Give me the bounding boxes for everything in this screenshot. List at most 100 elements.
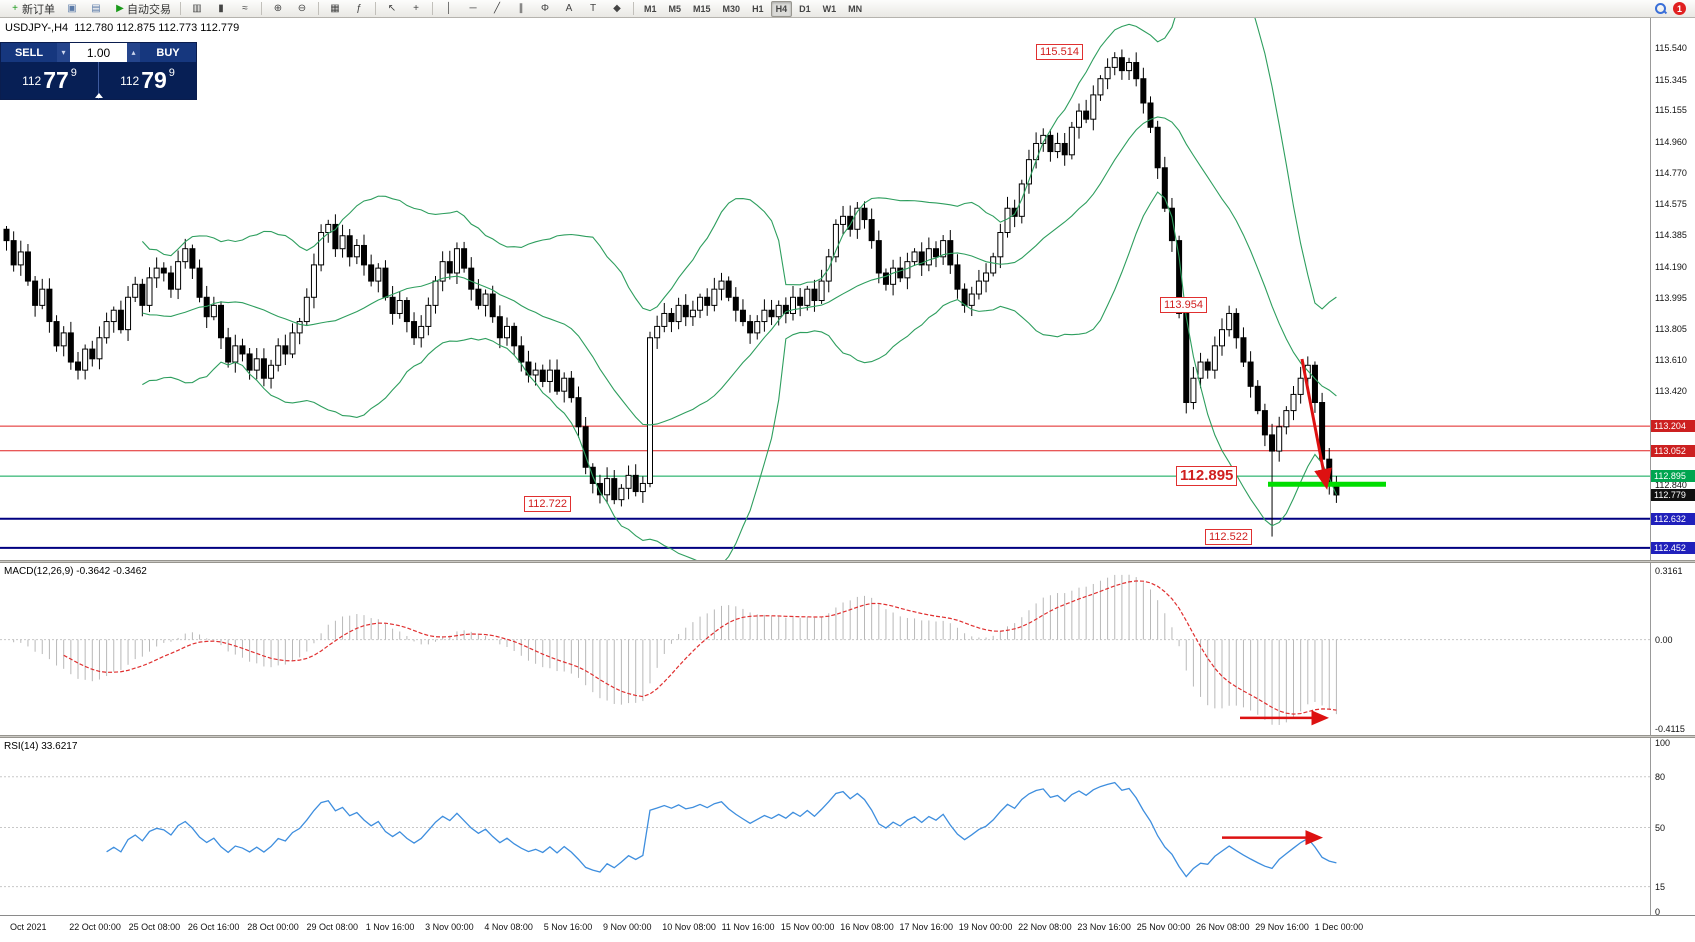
text-icon: A xyxy=(565,2,573,14)
trendline-icon[interactable]: ╱ xyxy=(486,1,508,17)
macd-scale-label: 0.00 xyxy=(1655,634,1673,645)
macd-canvas[interactable] xyxy=(0,563,1650,735)
crosshair-icon: + xyxy=(413,2,419,14)
bar-chart-icon: ▥ xyxy=(192,2,202,14)
time-label: 28 Oct 00:00 xyxy=(247,922,299,932)
time-axis[interactable]: Oct 2021 22 Oct 00:00 25 Oct 08:00 26 Oct 1… xyxy=(0,915,1695,942)
candlestick-icon: ▮ xyxy=(218,2,224,14)
horizontal-line-icon: ─ xyxy=(469,2,477,14)
time-label: 3 Nov 00:00 xyxy=(425,922,474,932)
zoom-in-icon[interactable]: ⊕ xyxy=(267,1,289,17)
price-tick: 115.540 xyxy=(1655,42,1687,53)
tile-windows-icon: ▦ xyxy=(330,2,340,14)
new-order-icon: + xyxy=(12,2,18,14)
toolbar: + 新订单 ▣ ▤ ▶ 自动交易 ▥ ▮ ≈ ⊕ ⊖ ▦ ƒ ↖ + │ ─ ╱ ∥ Φ A T ◆ M1 M5 M15 M30 H1… xyxy=(0,0,1695,18)
timeframe-h4-button[interactable]: H4 xyxy=(770,0,793,17)
panel-splitter[interactable] xyxy=(0,735,1695,738)
price-annotation[interactable]: 113.954 xyxy=(1160,296,1207,313)
price-tick: 113.995 xyxy=(1655,293,1687,304)
cursor-icon[interactable]: ↖ xyxy=(381,1,403,17)
rsi-scale-label: 15 xyxy=(1655,881,1666,892)
rsi-scale[interactable]: 100 80 50 15 0 xyxy=(1650,738,1695,915)
timeframe-mn-button[interactable]: MN xyxy=(848,3,863,14)
toolbar-separator xyxy=(318,2,319,15)
time-label: 19 Nov 00:00 xyxy=(958,922,1013,932)
toolbar-separator xyxy=(375,2,376,15)
time-label: 5 Nov 16:00 xyxy=(543,922,593,932)
price-axis[interactable]: 115.540 115.345 115.155 114.960 114.770 114.5… xyxy=(1650,18,1695,560)
search-icon[interactable] xyxy=(1654,2,1667,15)
indicators-icon: ƒ xyxy=(356,2,362,14)
time-label: 9 Nov 00:00 xyxy=(603,922,652,932)
crosshair-icon[interactable]: + xyxy=(405,1,427,17)
timeframe-m15-button[interactable]: M15 xyxy=(693,3,711,14)
shapes-icon[interactable]: ◆ xyxy=(606,1,628,17)
price-annotation[interactable]: 112.895 xyxy=(1176,466,1238,487)
timeframe-d1-button[interactable]: D1 xyxy=(799,3,811,14)
text-icon[interactable]: A xyxy=(558,1,580,17)
candlestick-canvas[interactable] xyxy=(0,18,1650,560)
price-annotation[interactable]: 112.522 xyxy=(1205,528,1252,545)
buy-price-base: 112 xyxy=(120,73,140,88)
panel-splitter[interactable] xyxy=(0,560,1695,563)
chart-window-icon[interactable]: ▣ xyxy=(61,1,83,17)
price-tick: 114.385 xyxy=(1655,229,1687,240)
price-tick: 114.575 xyxy=(1655,199,1687,210)
tile-windows-icon[interactable]: ▦ xyxy=(324,1,346,17)
volume-increase-button[interactable]: ▴ xyxy=(127,43,140,62)
zoom-in-icon: ⊕ xyxy=(273,2,283,14)
candlestick-icon[interactable]: ▮ xyxy=(210,1,232,17)
rsi-panel[interactable]: RSI(14) 33.6217 xyxy=(0,738,1650,915)
sell-button[interactable]: SELL xyxy=(1,43,57,62)
indicators-icon[interactable]: ƒ xyxy=(348,1,370,17)
rsi-label: RSI(14) 33.6217 xyxy=(4,741,78,752)
toolbar-separator xyxy=(432,2,433,15)
new-order-button[interactable]: + 新订单 xyxy=(4,1,59,17)
toolbar-separator xyxy=(261,2,262,15)
buy-price[interactable]: 112 79 9 xyxy=(99,62,196,99)
macd-scale[interactable]: 0.3161 0.00 -0.4115 xyxy=(1650,563,1695,735)
timeframe-h1-button[interactable]: H1 xyxy=(752,3,764,14)
rsi-scale-label: 80 xyxy=(1655,771,1666,782)
time-label: 11 Nov 16:00 xyxy=(721,922,775,932)
zoom-out-icon[interactable]: ⊖ xyxy=(291,1,313,17)
price-tick: 114.770 xyxy=(1655,167,1687,178)
timeframe-m30-button[interactable]: M30 xyxy=(722,3,741,14)
fibonacci-icon[interactable]: Φ xyxy=(534,1,556,17)
notification-badge[interactable]: 1 xyxy=(1673,2,1686,15)
sell-price-sup: 9 xyxy=(70,67,77,79)
timeframe-m1-button[interactable]: M1 xyxy=(644,3,657,14)
label-icon: T xyxy=(589,2,597,14)
rsi-panel-row: RSI(14) 33.6217 100 80 50 15 0 xyxy=(0,738,1695,915)
volume-input[interactable] xyxy=(70,43,127,62)
line-chart-icon[interactable]: ≈ xyxy=(234,1,256,17)
timeframe-w1-button[interactable]: W1 xyxy=(822,3,837,14)
rsi-scale-label: 50 xyxy=(1655,822,1666,833)
time-label: 26 Nov 08:00 xyxy=(1196,922,1250,932)
horizontal-line-icon[interactable]: ─ xyxy=(462,1,484,17)
price-annotation[interactable]: 112.722 xyxy=(524,496,571,513)
auto-trading-button[interactable]: ▶ 自动交易 xyxy=(109,1,175,17)
volume-decrease-button[interactable]: ▾ xyxy=(57,43,70,62)
channel-icon[interactable]: ∥ xyxy=(510,1,532,17)
sell-price[interactable]: 112 77 9 xyxy=(1,62,98,99)
vertical-line-icon[interactable]: │ xyxy=(438,1,460,17)
bar-chart-icon[interactable]: ▥ xyxy=(186,1,208,17)
sell-price-base: 112 xyxy=(22,73,42,88)
time-label: Oct 2021 xyxy=(10,922,47,932)
price-tag: 112.632 xyxy=(1651,512,1695,525)
price-annotation[interactable]: 115.514 xyxy=(1036,44,1083,61)
label-icon[interactable]: T xyxy=(582,1,604,17)
macd-panel[interactable]: MACD(12,26,9) -0.3642 -0.3462 xyxy=(0,563,1650,735)
timeframe-m5-button[interactable]: M5 xyxy=(668,3,682,14)
buy-button[interactable]: BUY xyxy=(140,43,196,62)
rsi-canvas[interactable] xyxy=(0,738,1650,915)
main-chart[interactable]: USDJPY-,H4 112.780 112.875 112.773 112.7… xyxy=(0,18,1650,560)
time-label: 1 Nov 16:00 xyxy=(365,922,415,932)
macd-panel-row: MACD(12,26,9) -0.3642 -0.3462 0.3161 0.00… xyxy=(0,563,1695,735)
profiles-icon[interactable]: ▤ xyxy=(85,1,107,17)
time-label: 4 Nov 08:00 xyxy=(484,922,533,932)
shapes-icon: ◆ xyxy=(613,2,621,14)
time-label: 29 Oct 08:00 xyxy=(306,922,359,932)
rsi-scale-label: 0 xyxy=(1655,907,1661,915)
